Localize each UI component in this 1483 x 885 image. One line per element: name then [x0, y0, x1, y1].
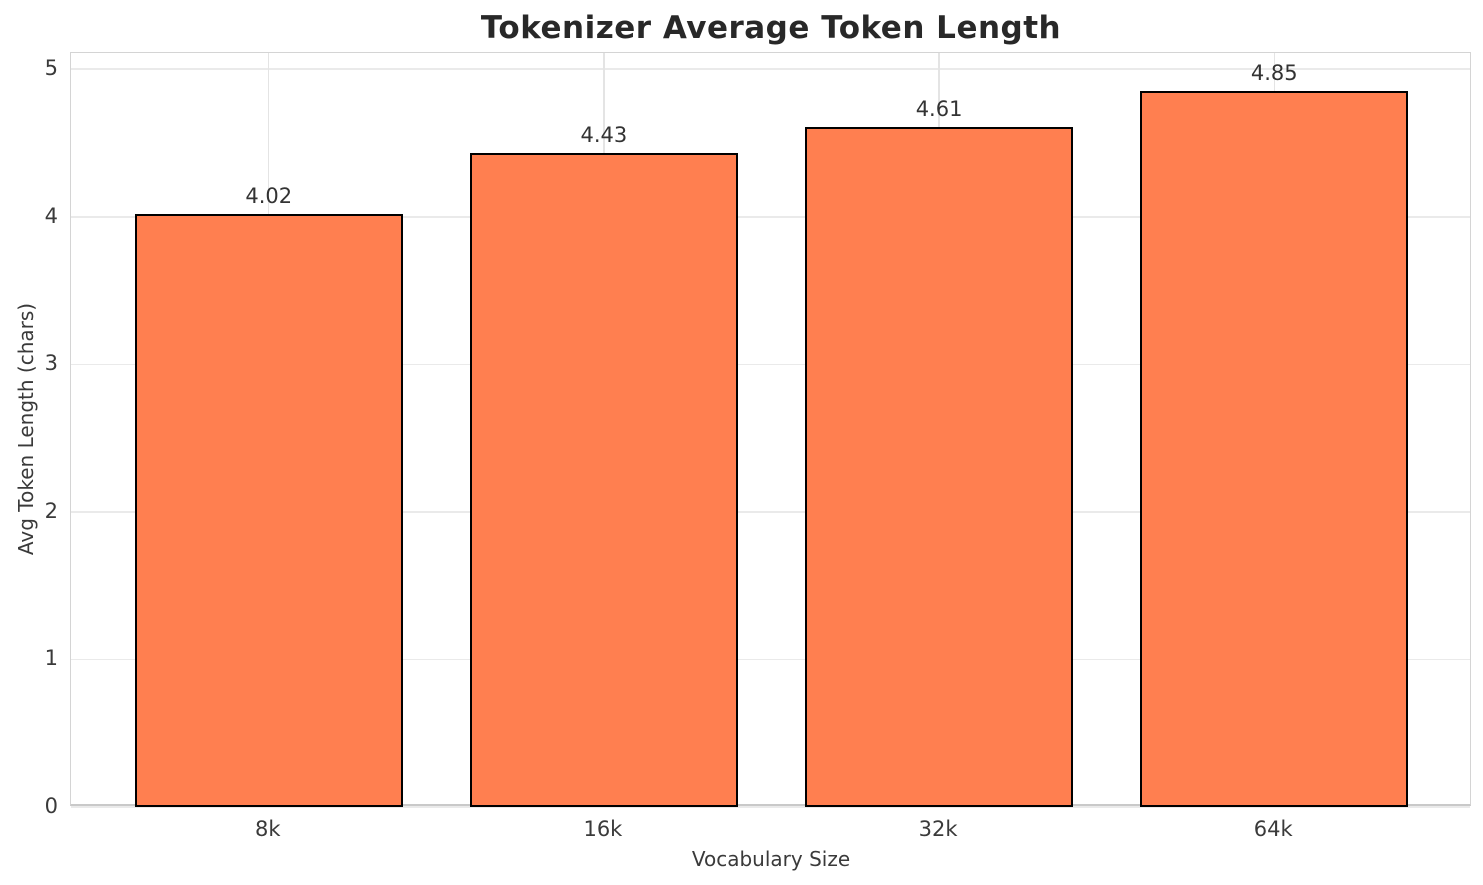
- bar-64k: [1140, 91, 1409, 807]
- plot-area: 4.02 4.43 4.61 4.85: [70, 52, 1471, 808]
- x-tick-label: 32k: [918, 817, 958, 841]
- y-tick-label: 1: [44, 646, 58, 671]
- bar-32k: [805, 126, 1074, 807]
- x-axis-label: Vocabulary Size: [691, 847, 851, 871]
- h-gridline: [71, 216, 1470, 218]
- y-axis-ticks: 0 1 2 3 4 5: [8, 0, 58, 885]
- y-tick-label: 2: [44, 498, 58, 523]
- h-gridline: [71, 68, 1470, 70]
- bar-value-label: 4.61: [915, 96, 963, 121]
- x-tick-label: 8k: [254, 817, 281, 841]
- bar-value-label: 4.43: [580, 123, 628, 148]
- x-axis-ticks: 8k 16k 32k 64k: [0, 817, 1483, 847]
- h-gridline: [71, 806, 1470, 808]
- y-tick-label: 3: [44, 351, 58, 376]
- bar-value-label: 4.85: [1250, 61, 1298, 86]
- bar-16k: [469, 153, 738, 807]
- h-gridline: [71, 363, 1470, 366]
- x-tick-label: 64k: [1253, 817, 1293, 841]
- bar-value-label: 4.02: [245, 183, 293, 208]
- h-gridline: [71, 658, 1470, 661]
- chart-title: Tokenizer Average Token Length: [480, 10, 1062, 46]
- x-tick-label: 16k: [583, 817, 623, 841]
- y-tick-label: 0: [44, 794, 58, 818]
- h-gridline: [71, 511, 1470, 513]
- y-axis-label: Avg Token Length (chars): [14, 302, 38, 556]
- y-tick-label: 4: [44, 203, 58, 228]
- y-tick-label: 5: [44, 56, 58, 81]
- bar-8k: [134, 213, 403, 807]
